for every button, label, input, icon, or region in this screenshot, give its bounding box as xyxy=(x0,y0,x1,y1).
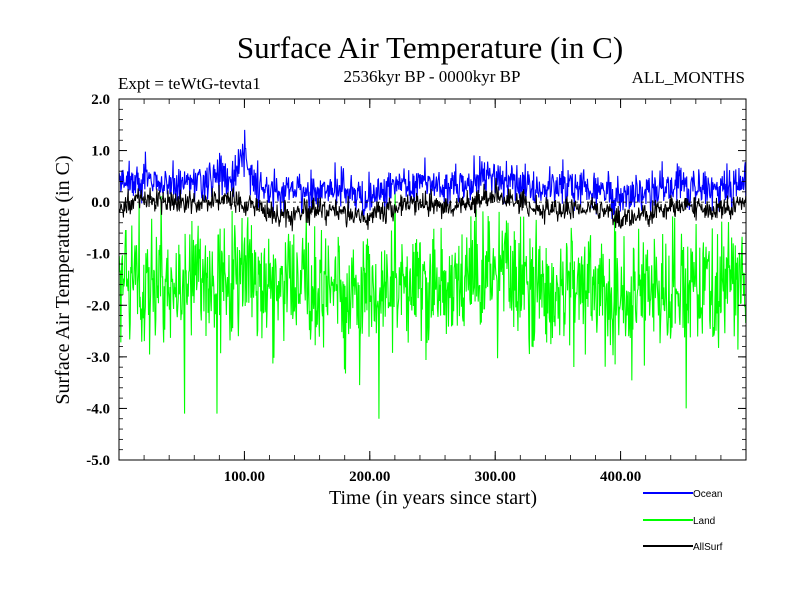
period-label: 2536kyr BP - 0000kyr BP xyxy=(344,67,521,86)
series-layer xyxy=(118,129,747,419)
y-tick-label: -2.0 xyxy=(86,298,110,314)
x-tick-label: 300.00 xyxy=(475,469,516,485)
legend-label-land: Land xyxy=(693,516,715,527)
series-line-land xyxy=(118,192,747,419)
experiment-label: Expt = teWtG-tevta1 xyxy=(118,74,261,93)
legend: Ocean Land AllSurf xyxy=(643,489,723,553)
series-line-ocean xyxy=(118,129,747,220)
y-tick-label: -3.0 xyxy=(86,350,110,366)
x-tick-label: 400.00 xyxy=(600,469,641,485)
months-label: ALL_MONTHS xyxy=(632,68,745,87)
series-line-allsurf xyxy=(118,177,747,232)
ticks-layer: 2.0 1.0 0.0 -1.0 -2.0 -3.0 -4.0 -5.0 100.00 200.0… xyxy=(86,92,746,485)
x-axis-label: Time (in years since start) xyxy=(329,487,537,509)
legend-label-allsurf: AllSurf xyxy=(693,542,723,553)
y-tick-label: -5.0 xyxy=(86,453,110,469)
x-tick-label: 100.00 xyxy=(224,469,265,485)
y-tick-label: -4.0 xyxy=(86,401,110,417)
x-tick-label: 200.00 xyxy=(349,469,390,485)
legend-label-ocean: Ocean xyxy=(693,489,722,500)
y-tick-label: -1.0 xyxy=(86,247,110,263)
y-tick-label: 1.0 xyxy=(91,144,110,160)
y-axis-label: Surface Air Temperature (in C) xyxy=(52,155,74,404)
chart-title: Surface Air Temperature (in C) xyxy=(237,30,623,65)
y-tick-label: 2.0 xyxy=(91,92,110,108)
plot-frame xyxy=(118,98,747,461)
y-tick-label: 0.0 xyxy=(91,195,110,211)
